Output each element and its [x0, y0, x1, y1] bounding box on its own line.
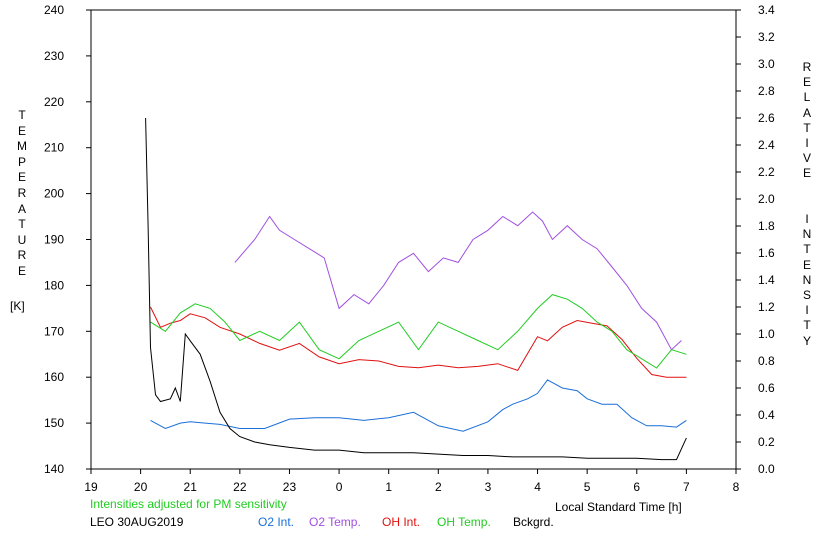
- series-line-bckgrd: [145, 117, 687, 461]
- right-tick-label: 1.4: [758, 273, 775, 287]
- right-tick-label: 3.0: [758, 57, 775, 71]
- series-line-o2-temp: [234, 211, 682, 351]
- right-tick-label: 2.2: [758, 165, 775, 179]
- series-line-oh-int: [150, 306, 687, 378]
- right-tick-label: 0.0: [758, 462, 775, 476]
- left-axis-label: T E M P E R A T U R E: [17, 108, 27, 278]
- legend-o2-temp: O2 Temp.: [309, 515, 361, 529]
- left-tick-label: 190: [44, 233, 64, 247]
- right-tick-label: 2.4: [758, 138, 775, 152]
- x-tick-label: 6: [633, 480, 640, 494]
- left-tick-label: 240: [44, 3, 64, 17]
- right-tick-label: 2.6: [758, 111, 775, 125]
- legend-o2-int: O2 Int.: [258, 515, 295, 529]
- x-tick-label: 1: [385, 480, 392, 494]
- right-tick-label: 2.0: [758, 192, 775, 206]
- right-tick-label: 1.8: [758, 219, 775, 233]
- right-tick-label: 0.4: [758, 408, 775, 422]
- x-tick-label: 0: [336, 480, 343, 494]
- legend-background: Bckgrd.: [513, 515, 554, 529]
- series-line-o2-int: [150, 379, 687, 432]
- left-tick-label: 160: [44, 370, 64, 384]
- right-tick-label: 1.2: [758, 300, 775, 314]
- x-tick-label: 22: [233, 480, 247, 494]
- right-tick-label: 1.0: [758, 327, 775, 341]
- x-tick-label: 7: [683, 480, 690, 494]
- right-tick-label: 0.6: [758, 381, 775, 395]
- x-axis-label: Local Standard Time [h]: [555, 500, 682, 514]
- right-tick-label: 0.8: [758, 354, 775, 368]
- right-tick-label: 2.8: [758, 84, 775, 98]
- x-tick-label: 20: [134, 480, 148, 494]
- right-axis-label: R E L A T I V E I N T E N S I T Y: [802, 60, 812, 348]
- x-tick-label: 3: [485, 480, 492, 494]
- right-tick-label: 1.6: [758, 246, 775, 260]
- left-tick-label: 210: [44, 141, 64, 155]
- left-tick-label: 170: [44, 324, 64, 338]
- left-tick-label: 230: [44, 49, 64, 63]
- legend-oh-int: OH Int.: [382, 515, 421, 529]
- series-line-oh-temp: [150, 294, 687, 369]
- station-date-label: LEO 30AUG2019: [90, 515, 184, 529]
- left-tick-label: 140: [44, 462, 64, 476]
- x-tick-label: 21: [184, 480, 198, 494]
- left-axis-unit: [K]: [10, 299, 25, 313]
- x-tick-label: 8: [733, 480, 740, 494]
- right-tick-label: 0.2: [758, 435, 775, 449]
- left-tick-label: 220: [44, 95, 64, 109]
- legend-oh-temp: OH Temp.: [437, 515, 491, 529]
- left-tick-label: 150: [44, 416, 64, 430]
- x-tick-label: 5: [584, 480, 591, 494]
- left-tick-label: 180: [44, 278, 64, 292]
- right-tick-label: 3.2: [758, 30, 775, 44]
- x-tick-label: 23: [283, 480, 297, 494]
- x-tick-label: 2: [435, 480, 442, 494]
- right-tick-label: 3.4: [758, 3, 775, 17]
- sensitivity-note: Intensities adjusted for PM sensitivity: [90, 497, 287, 511]
- plot-frame: [90, 9, 737, 470]
- x-tick-label: 19: [84, 480, 98, 494]
- left-tick-label: 200: [44, 187, 64, 201]
- x-tick-label: 4: [534, 480, 541, 494]
